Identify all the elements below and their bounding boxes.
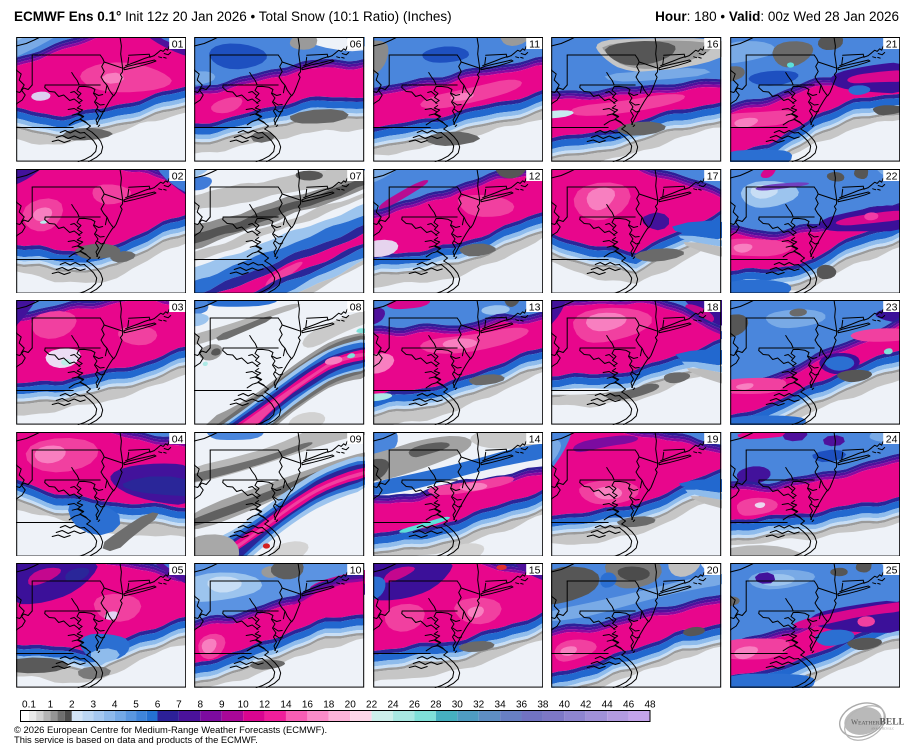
svg-text:18: 18: [707, 302, 719, 313]
svg-text:4: 4: [112, 700, 118, 711]
svg-text:09: 09: [350, 434, 362, 445]
svg-text:22: 22: [366, 700, 378, 711]
svg-text:19: 19: [707, 434, 719, 445]
svg-text:3: 3: [90, 700, 96, 711]
svg-text:01: 01: [172, 39, 184, 50]
svg-text:16: 16: [707, 39, 719, 50]
svg-text:26: 26: [409, 700, 421, 711]
svg-text:18: 18: [323, 700, 335, 711]
svg-text:03: 03: [172, 302, 184, 313]
svg-text:24: 24: [885, 434, 897, 445]
svg-text:2: 2: [69, 700, 75, 711]
svg-text:44: 44: [602, 700, 614, 711]
svg-text:0.1: 0.1: [22, 700, 36, 711]
svg-text:1: 1: [48, 700, 54, 711]
svg-text:20: 20: [345, 700, 357, 711]
svg-text:17: 17: [707, 171, 719, 182]
svg-text:7: 7: [176, 700, 182, 711]
svg-text:9: 9: [219, 700, 225, 711]
svg-text:40: 40: [559, 700, 571, 711]
svg-text:42: 42: [580, 700, 592, 711]
svg-text:07: 07: [350, 171, 362, 182]
svg-text:6: 6: [155, 700, 161, 711]
svg-text:04: 04: [172, 434, 184, 445]
svg-text:21: 21: [885, 39, 897, 50]
svg-text:06: 06: [350, 39, 362, 50]
svg-text:28: 28: [430, 700, 442, 711]
svg-text:05: 05: [172, 566, 184, 577]
svg-text:08: 08: [350, 302, 362, 313]
svg-text:46: 46: [623, 700, 635, 711]
svg-text:WEATHERBELL: WEATHERBELL: [851, 718, 904, 728]
svg-text:24: 24: [387, 700, 399, 711]
svg-text:36: 36: [516, 700, 528, 711]
svg-text:14: 14: [529, 434, 541, 445]
svg-text:12: 12: [259, 700, 271, 711]
svg-text:13: 13: [529, 302, 541, 313]
svg-text:8: 8: [198, 700, 204, 711]
svg-text:22: 22: [885, 171, 897, 182]
svg-text:10: 10: [350, 566, 362, 577]
svg-text:14: 14: [280, 700, 292, 711]
svg-text:15: 15: [529, 566, 541, 577]
svg-text:20: 20: [707, 566, 719, 577]
svg-text:ANALYTICS LLC: ANALYTICS LLC: [871, 727, 894, 731]
svg-text:32: 32: [473, 700, 485, 711]
svg-text:38: 38: [537, 700, 549, 711]
svg-text:16: 16: [302, 700, 314, 711]
svg-text:10: 10: [238, 700, 250, 711]
svg-text:48: 48: [644, 700, 656, 711]
svg-text:11: 11: [529, 39, 540, 50]
svg-text:5: 5: [133, 700, 139, 711]
svg-text:34: 34: [495, 700, 507, 711]
svg-text:25: 25: [885, 566, 897, 577]
svg-text:23: 23: [885, 302, 897, 313]
svg-text:12: 12: [529, 171, 541, 182]
svg-text:02: 02: [172, 171, 184, 182]
svg-text:30: 30: [452, 700, 464, 711]
